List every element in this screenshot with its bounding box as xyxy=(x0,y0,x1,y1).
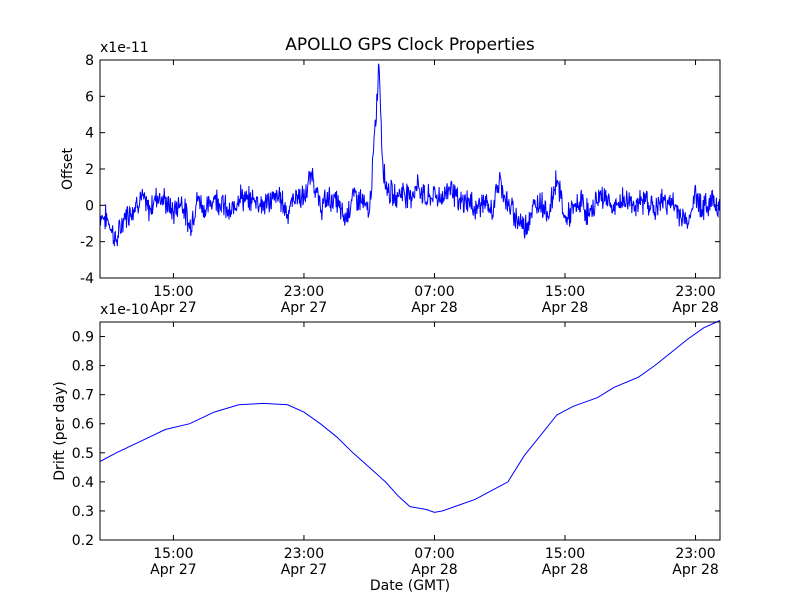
drift-x-tick-time: 15:00 xyxy=(153,546,193,562)
offset-x-tick-time: 07:00 xyxy=(414,284,454,300)
drift-y-tick-label: 0.4 xyxy=(72,475,94,491)
drift-x-tick-date: Apr 27 xyxy=(150,562,196,578)
offset-y-tick-label: 4 xyxy=(85,126,94,142)
drift-x-tick-date: Apr 28 xyxy=(542,562,588,578)
x-axis-label: Date (GMT) xyxy=(370,578,450,594)
offset-x-tick-date: Apr 28 xyxy=(542,300,588,316)
offset-x-tick-time: 23:00 xyxy=(284,284,324,300)
drift-x-tick-time: 15:00 xyxy=(545,546,585,562)
offset-x-tick-time: 23:00 xyxy=(675,284,715,300)
offset-y-tick-label: 0 xyxy=(85,198,94,214)
drift-y-multiplier: x1e-10 xyxy=(100,302,149,318)
offset-x-tick-date: Apr 28 xyxy=(672,300,718,316)
chart-title: APOLLO GPS Clock Properties xyxy=(285,35,535,55)
offset-x-tick-date: Apr 27 xyxy=(281,300,327,316)
drift-x-tick-time: 23:00 xyxy=(284,546,324,562)
drift-x-tick-time: 23:00 xyxy=(675,546,715,562)
offset-x-tick-time: 15:00 xyxy=(545,284,585,300)
drift-y-tick-label: 0.2 xyxy=(72,533,94,549)
drift-y-tick-label: 0.6 xyxy=(72,417,94,433)
offset-series-line xyxy=(99,63,721,247)
offset-y-tick-label: -4 xyxy=(80,271,94,287)
drift-y-axis-label: Drift (per day) xyxy=(52,381,68,480)
offset-y-axis-label: Offset xyxy=(60,147,76,190)
drift-y-tick-label: 0.3 xyxy=(72,504,94,520)
drift-x-tick-date: Apr 27 xyxy=(281,562,327,578)
drift-series-line xyxy=(99,320,721,513)
offset-x-tick-date: Apr 27 xyxy=(150,300,196,316)
drift-y-tick-label: 0.9 xyxy=(72,330,94,346)
offset-x-tick-date: Apr 28 xyxy=(411,300,457,316)
offset-x-tick-time: 15:00 xyxy=(153,284,193,300)
offset-y-tick-label: -2 xyxy=(80,235,94,251)
offset-y-tick-label: 2 xyxy=(85,162,94,178)
drift-plot-frame xyxy=(99,321,721,541)
offset-y-tick-label: 6 xyxy=(85,89,94,105)
drift-x-tick-time: 07:00 xyxy=(414,546,454,562)
drift-y-tick-label: 0.5 xyxy=(72,446,94,462)
drift-y-tick-label: 0.7 xyxy=(72,388,94,404)
offset-y-multiplier: x1e-11 xyxy=(100,40,149,56)
drift-x-tick-date: Apr 28 xyxy=(411,562,457,578)
offset-y-tick-label: 8 xyxy=(85,53,94,69)
drift-y-tick-label: 0.8 xyxy=(72,359,94,375)
offset-plot-frame xyxy=(99,59,721,279)
drift-x-tick-date: Apr 28 xyxy=(672,562,718,578)
